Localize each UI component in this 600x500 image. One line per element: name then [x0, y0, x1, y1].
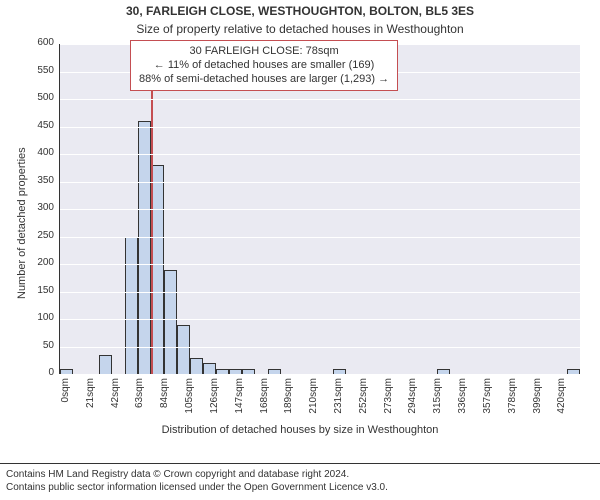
footer-line: Contains public sector information licen…	[6, 481, 594, 494]
y-gridline	[60, 264, 580, 265]
bar	[203, 363, 216, 374]
footer-line: Contains HM Land Registry data © Crown c…	[6, 468, 594, 481]
y-gridline	[60, 209, 580, 210]
x-tick-label: 357sqm	[482, 378, 493, 414]
y-tick-label: 250	[37, 230, 60, 241]
y-tick-label: 50	[43, 340, 60, 351]
y-tick-label: 450	[37, 120, 60, 131]
y-tick-label: 550	[37, 65, 60, 76]
y-tick-label: 400	[37, 147, 60, 158]
chart-container: 30, FARLEIGH CLOSE, WESTHOUGHTON, BOLTON…	[0, 0, 600, 500]
x-tick-label: 315sqm	[432, 378, 443, 414]
y-gridline	[60, 237, 580, 238]
x-tick-label: 105sqm	[184, 378, 195, 414]
x-tick-label: 42sqm	[110, 378, 121, 408]
x-tick-label: 168sqm	[259, 378, 270, 414]
x-tick-label: 210sqm	[308, 378, 319, 414]
bar	[190, 358, 203, 375]
x-tick-label: 420sqm	[556, 378, 567, 414]
y-gridline	[60, 374, 580, 375]
plot-area: 0501001502002503003504004505005506000sqm…	[60, 44, 580, 374]
y-gridline	[60, 182, 580, 183]
x-tick-label: 294sqm	[407, 378, 418, 414]
y-tick-label: 600	[37, 37, 60, 48]
x-tick-label: 273sqm	[383, 378, 394, 414]
annotation-line: ← 11% of detached houses are smaller (16…	[139, 59, 389, 73]
x-tick-label: 147sqm	[234, 378, 245, 414]
y-tick-label: 100	[37, 312, 60, 323]
x-tick-label: 189sqm	[283, 378, 294, 414]
x-tick-label: 63sqm	[134, 378, 145, 408]
bar	[138, 121, 151, 374]
x-axis-label: Distribution of detached houses by size …	[0, 424, 600, 436]
y-tick-label: 500	[37, 92, 60, 103]
bar	[125, 237, 138, 375]
y-gridline	[60, 127, 580, 128]
y-tick-label: 200	[37, 257, 60, 268]
bar	[99, 355, 112, 374]
y-tick-label: 0	[48, 367, 60, 378]
annotation-box: 30 FARLEIGH CLOSE: 78sqm ← 11% of detach…	[130, 40, 398, 91]
footer: Contains HM Land Registry data © Crown c…	[0, 463, 600, 500]
annotation-line: 88% of semi-detached houses are larger (…	[139, 73, 389, 87]
y-gridline	[60, 99, 580, 100]
y-gridline	[60, 154, 580, 155]
y-tick-label: 350	[37, 175, 60, 186]
x-tick-label: 126sqm	[209, 378, 220, 414]
bar	[177, 325, 190, 375]
x-tick-label: 336sqm	[457, 378, 468, 414]
x-tick-label: 399sqm	[532, 378, 543, 414]
annotation-line: 30 FARLEIGH CLOSE: 78sqm	[139, 45, 389, 59]
y-gridline	[60, 319, 580, 320]
bar	[164, 270, 177, 375]
x-tick-label: 252sqm	[358, 378, 369, 414]
x-tick-label: 84sqm	[159, 378, 170, 408]
x-tick-label: 231sqm	[333, 378, 344, 414]
y-gridline	[60, 292, 580, 293]
chart-subtitle: Size of property relative to detached ho…	[0, 22, 600, 36]
x-tick-label: 0sqm	[60, 378, 71, 402]
y-gridline	[60, 347, 580, 348]
chart-title: 30, FARLEIGH CLOSE, WESTHOUGHTON, BOLTON…	[0, 4, 600, 18]
x-tick-label: 378sqm	[507, 378, 518, 414]
x-tick-label: 21sqm	[85, 378, 96, 408]
y-tick-label: 300	[37, 202, 60, 213]
y-axis-label: Number of detached properties	[16, 147, 28, 299]
y-tick-label: 150	[37, 285, 60, 296]
